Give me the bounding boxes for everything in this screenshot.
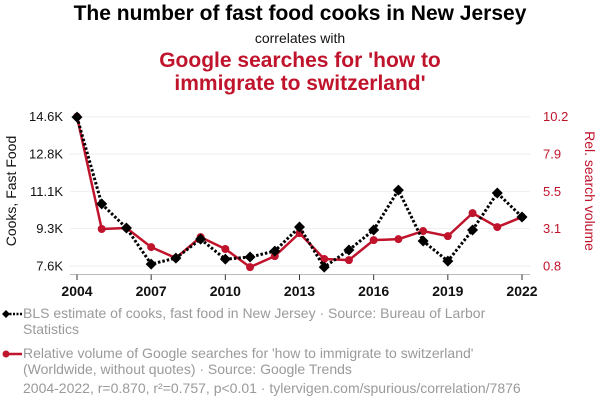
series-line-searches [75, 116, 523, 269]
right-y-axis-title: Rel. search volume [582, 131, 598, 251]
data-point-searches [493, 223, 502, 232]
data-point-searches [468, 209, 477, 218]
right-y-tick-label: 0.8 [543, 259, 561, 274]
footer-stats: 2004-2022, r=0.870, r²=0.757, p<0.01 · t… [23, 380, 521, 396]
data-point-cooks [294, 221, 305, 233]
data-point-cooks [467, 224, 479, 236]
legend-text-searches: Relative volume of Google searches for '… [23, 345, 474, 377]
legend-item-searches: Relative volume of Google searches for '… [23, 345, 543, 377]
legend-marker-searches-icon [2, 350, 22, 358]
left-y-tick-label: 11.1K [30, 184, 63, 199]
right-y-tick-label: 7.9 [543, 147, 561, 162]
data-point-cooks [71, 111, 83, 123]
data-point-cooks [120, 222, 132, 234]
left-y-tick-label: 14.6K [29, 109, 63, 124]
left-y-tick-label: 9.3K [36, 221, 63, 236]
data-point-cooks [170, 252, 182, 264]
x-tick-label: 2010 [210, 283, 241, 299]
data-point-searches [147, 243, 156, 252]
left-y-tick-label: 12.8K [29, 147, 63, 162]
data-point-cooks [417, 235, 429, 247]
data-point-searches [344, 256, 353, 265]
data-point-cooks [491, 187, 503, 199]
chart-subtitle: correlates with [254, 30, 346, 46]
data-point-cooks [219, 253, 231, 265]
left-y-axis-ticks: 14.6K 12.8K 11.1K 9.3K 7.6K [29, 109, 63, 273]
data-point-searches [443, 232, 452, 241]
legend-text-cooks: BLS estimate of cooks, fast food in New … [23, 305, 486, 337]
chart-title: The number of fast food cooks in New Jer… [73, 2, 527, 25]
x-tick-label: 2016 [358, 283, 389, 299]
right-y-tick-label: 5.5 [543, 184, 561, 199]
series-fast-food-cooks [71, 111, 528, 273]
chart-title-secondary: Google searches for 'how to immigrate to… [159, 49, 441, 95]
x-tick-label: 2019 [432, 283, 463, 299]
left-y-axis-title: Cooks, Fast Food [3, 136, 19, 247]
right-y-tick-label: 10.2 [543, 109, 568, 124]
x-axis-ticks: 2004 2007 2010 2013 2016 2019 2022 [61, 274, 538, 299]
data-point-searches [246, 263, 255, 272]
right-y-axis-ticks: 10.2 7.9 5.5 3.1 0.8 [543, 109, 568, 273]
legend-item-cooks: BLS estimate of cooks, fast food in New … [23, 305, 543, 337]
x-tick-label: 2007 [136, 283, 167, 299]
data-point-cooks [516, 211, 528, 223]
data-point-searches [295, 229, 304, 238]
data-point-searches [394, 235, 403, 244]
data-point-cooks [96, 198, 108, 210]
data-point-searches [419, 227, 428, 236]
right-y-tick-label: 3.1 [543, 221, 561, 236]
data-point-searches [97, 224, 106, 233]
data-point-cooks [244, 251, 256, 263]
series-line-cooks [75, 116, 524, 270]
x-tick-label: 2013 [284, 283, 315, 299]
data-point-cooks [195, 233, 207, 245]
data-point-cooks [269, 245, 281, 257]
data-point-cooks [318, 261, 330, 273]
data-point-searches [221, 245, 230, 254]
x-tick-label: 2022 [506, 283, 537, 299]
data-point-cooks [368, 224, 380, 236]
legend-marker-cooks-icon [2, 310, 22, 318]
x-tick-label: 2004 [61, 283, 92, 299]
data-point-cooks [145, 258, 157, 270]
data-point-cooks [392, 184, 404, 196]
data-point-cooks [442, 255, 454, 267]
left-y-tick-label: 7.6K [36, 259, 63, 274]
data-point-searches [369, 236, 378, 245]
data-point-cooks [343, 244, 355, 256]
